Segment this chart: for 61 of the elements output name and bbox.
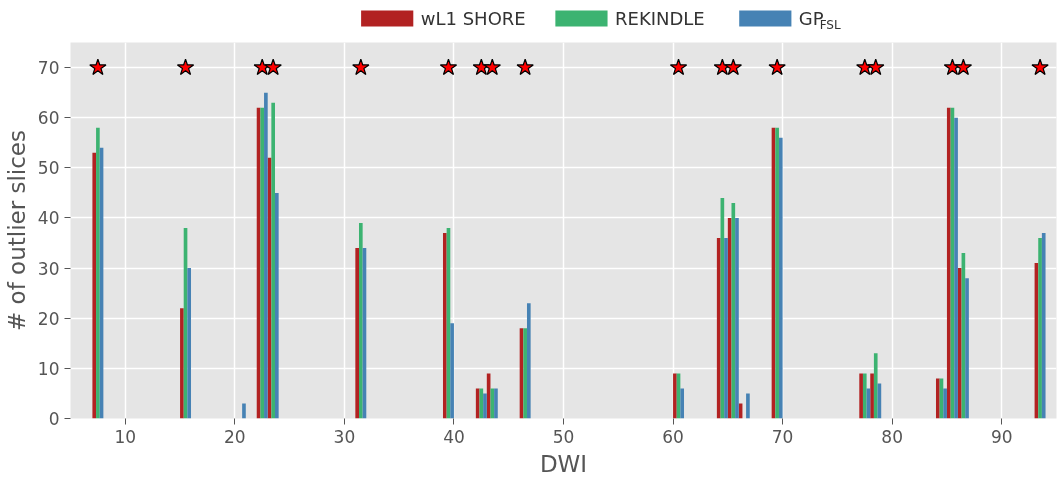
- y-tick-label: 60: [37, 108, 60, 129]
- bar: [450, 323, 454, 419]
- bar: [96, 127, 100, 419]
- x-tick-label: 60: [662, 426, 684, 447]
- bar: [523, 328, 527, 419]
- x-tick-label: 90: [990, 426, 1013, 447]
- x-tick-label: 40: [443, 426, 465, 447]
- bar: [264, 92, 268, 419]
- bar: [187, 268, 192, 419]
- y-tick-label: 30: [37, 258, 60, 279]
- bar: [242, 403, 246, 419]
- bar: [946, 107, 951, 419]
- bar: [731, 202, 736, 419]
- bar: [1038, 238, 1042, 419]
- bar: [935, 378, 940, 419]
- y-tick-label: 40: [37, 208, 60, 229]
- bar: [526, 303, 531, 419]
- bar: [442, 233, 447, 419]
- bar: [271, 102, 275, 419]
- bar: [724, 238, 728, 419]
- bar: [355, 248, 359, 419]
- bar: [275, 192, 279, 419]
- bar: [483, 393, 487, 419]
- bar: [680, 388, 685, 419]
- x-tick-label: 10: [114, 426, 137, 447]
- x-tick-label: 70: [771, 426, 794, 447]
- bar: [490, 388, 495, 419]
- x-tick-label: 20: [224, 426, 246, 447]
- x-tick-label: 30: [333, 426, 356, 447]
- y-axis-title: # of outlier slices: [3, 130, 30, 331]
- bar: [494, 388, 498, 419]
- legend-label: wL1 SHORE: [420, 8, 526, 29]
- bar: [965, 278, 969, 419]
- bar: [735, 217, 739, 419]
- bar: [92, 152, 97, 419]
- y-tick-label: 70: [37, 58, 60, 79]
- bar: [859, 373, 863, 419]
- y-tick-label: 20: [37, 308, 60, 329]
- bar: [862, 373, 867, 419]
- bar: [1041, 233, 1046, 419]
- bar: [673, 373, 677, 419]
- y-tick-label: 10: [37, 358, 60, 379]
- y-tick-label: 0: [48, 409, 60, 429]
- bar: [746, 393, 750, 419]
- bar: [180, 308, 184, 419]
- bar: [870, 373, 874, 419]
- bar: [778, 137, 783, 419]
- bar: [957, 268, 962, 419]
- bar: [359, 222, 363, 419]
- legend-label: REKINDLE: [615, 8, 705, 29]
- bar: [775, 127, 779, 419]
- y-tick-label: 50: [37, 158, 60, 179]
- x-axis-title: DWI: [539, 450, 588, 477]
- bar: [954, 117, 958, 419]
- bar: [943, 388, 947, 419]
- bar: [260, 107, 265, 419]
- x-tick-label: 50: [552, 426, 575, 447]
- bar: [475, 388, 480, 419]
- x-tick-label: 80: [881, 426, 903, 447]
- bar: [716, 238, 721, 419]
- bar: [873, 353, 878, 419]
